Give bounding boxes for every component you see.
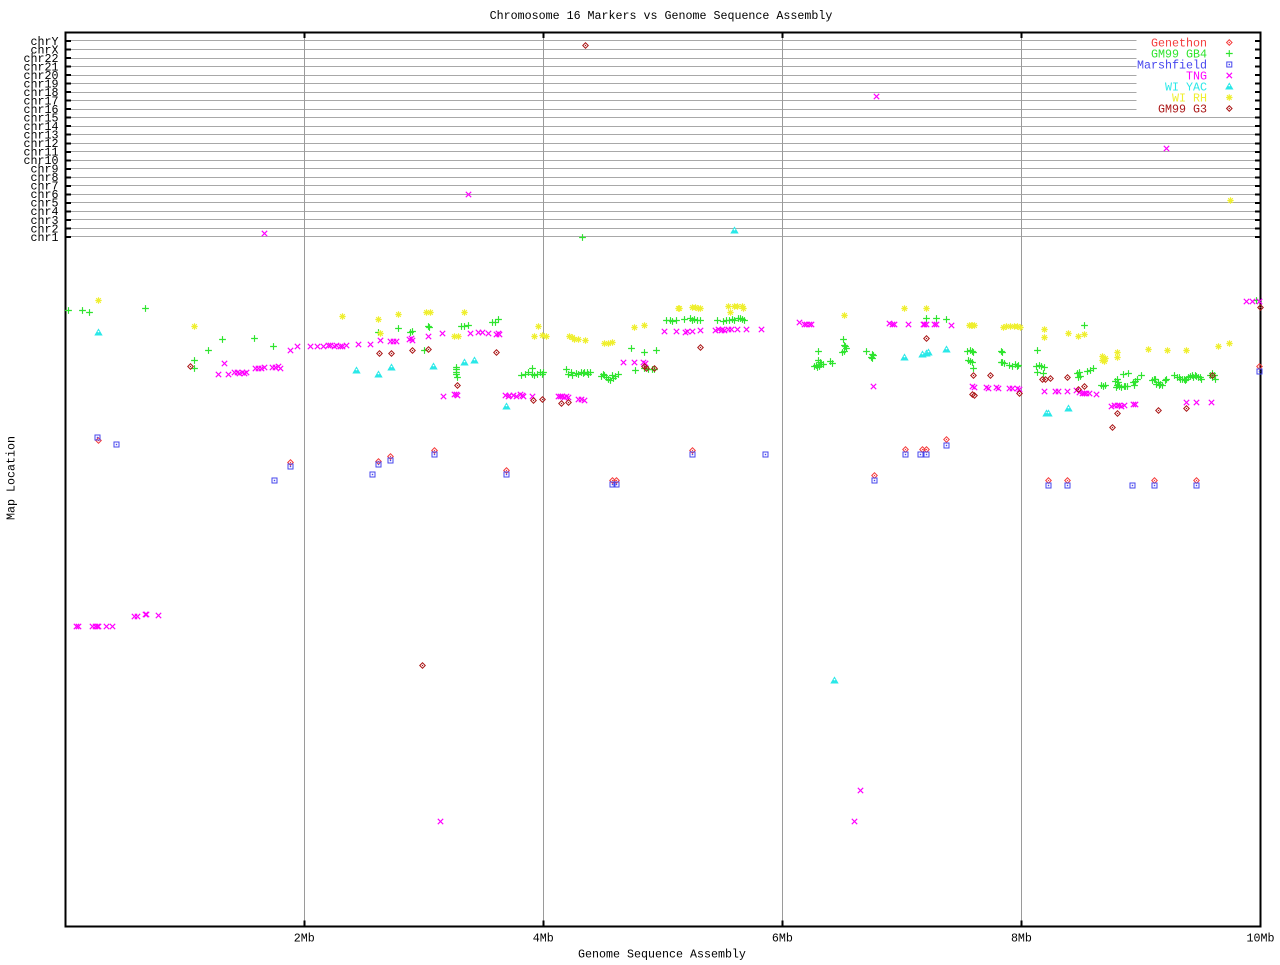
- svg-text:GM99 G3: GM99 G3: [1158, 102, 1207, 116]
- svg-text:chr21: chr21: [24, 60, 59, 74]
- svg-text:chr1: chr1: [31, 231, 59, 245]
- svg-text:chr9: chr9: [31, 163, 59, 177]
- svg-text:chr2: chr2: [31, 222, 59, 236]
- svg-text:chr15: chr15: [24, 111, 59, 125]
- svg-text:WI RH: WI RH: [1172, 91, 1207, 105]
- svg-text:chr17: chr17: [24, 94, 59, 108]
- svg-text:GM99 GB4: GM99 GB4: [1151, 47, 1207, 61]
- svg-text:chr6: chr6: [31, 188, 59, 202]
- svg-text:8Mb: 8Mb: [1011, 932, 1032, 946]
- svg-text:chr7: chr7: [31, 180, 59, 194]
- svg-text:chr4: chr4: [31, 205, 59, 219]
- svg-text:chr3: chr3: [31, 214, 59, 228]
- svg-text:chr20: chr20: [24, 69, 59, 83]
- svg-text:chrX: chrX: [31, 43, 59, 57]
- svg-text:Chromosome 16 Markers vs Genom: Chromosome 16 Markers vs Genome Sequence…: [490, 9, 833, 23]
- svg-text:WI YAC: WI YAC: [1165, 80, 1207, 94]
- svg-text:2Mb: 2Mb: [294, 932, 315, 946]
- svg-text:chr8: chr8: [31, 171, 59, 185]
- svg-text:10Mb: 10Mb: [1247, 932, 1275, 946]
- svg-text:chr16: chr16: [24, 103, 59, 117]
- svg-text:Map Location: Map Location: [5, 436, 19, 520]
- svg-text:chr11: chr11: [24, 146, 59, 160]
- svg-text:Genethon: Genethon: [1151, 36, 1207, 50]
- svg-text:Marshfield: Marshfield: [1137, 58, 1207, 72]
- svg-text:4Mb: 4Mb: [533, 932, 554, 946]
- svg-text:chr13: chr13: [24, 129, 59, 143]
- svg-text:TNG: TNG: [1186, 69, 1207, 83]
- svg-text:chr18: chr18: [24, 86, 59, 100]
- svg-text:Genome Sequence Assembly: Genome Sequence Assembly: [578, 948, 746, 961]
- svg-text:chr10: chr10: [24, 154, 59, 168]
- svg-text:chr14: chr14: [24, 120, 59, 134]
- svg-text:chrY: chrY: [31, 35, 59, 49]
- svg-text:6Mb: 6Mb: [772, 932, 793, 946]
- svg-text:chr5: chr5: [31, 197, 59, 211]
- svg-text:chr19: chr19: [24, 77, 59, 91]
- svg-text:chr22: chr22: [24, 52, 59, 66]
- svg-text:chr12: chr12: [24, 137, 59, 151]
